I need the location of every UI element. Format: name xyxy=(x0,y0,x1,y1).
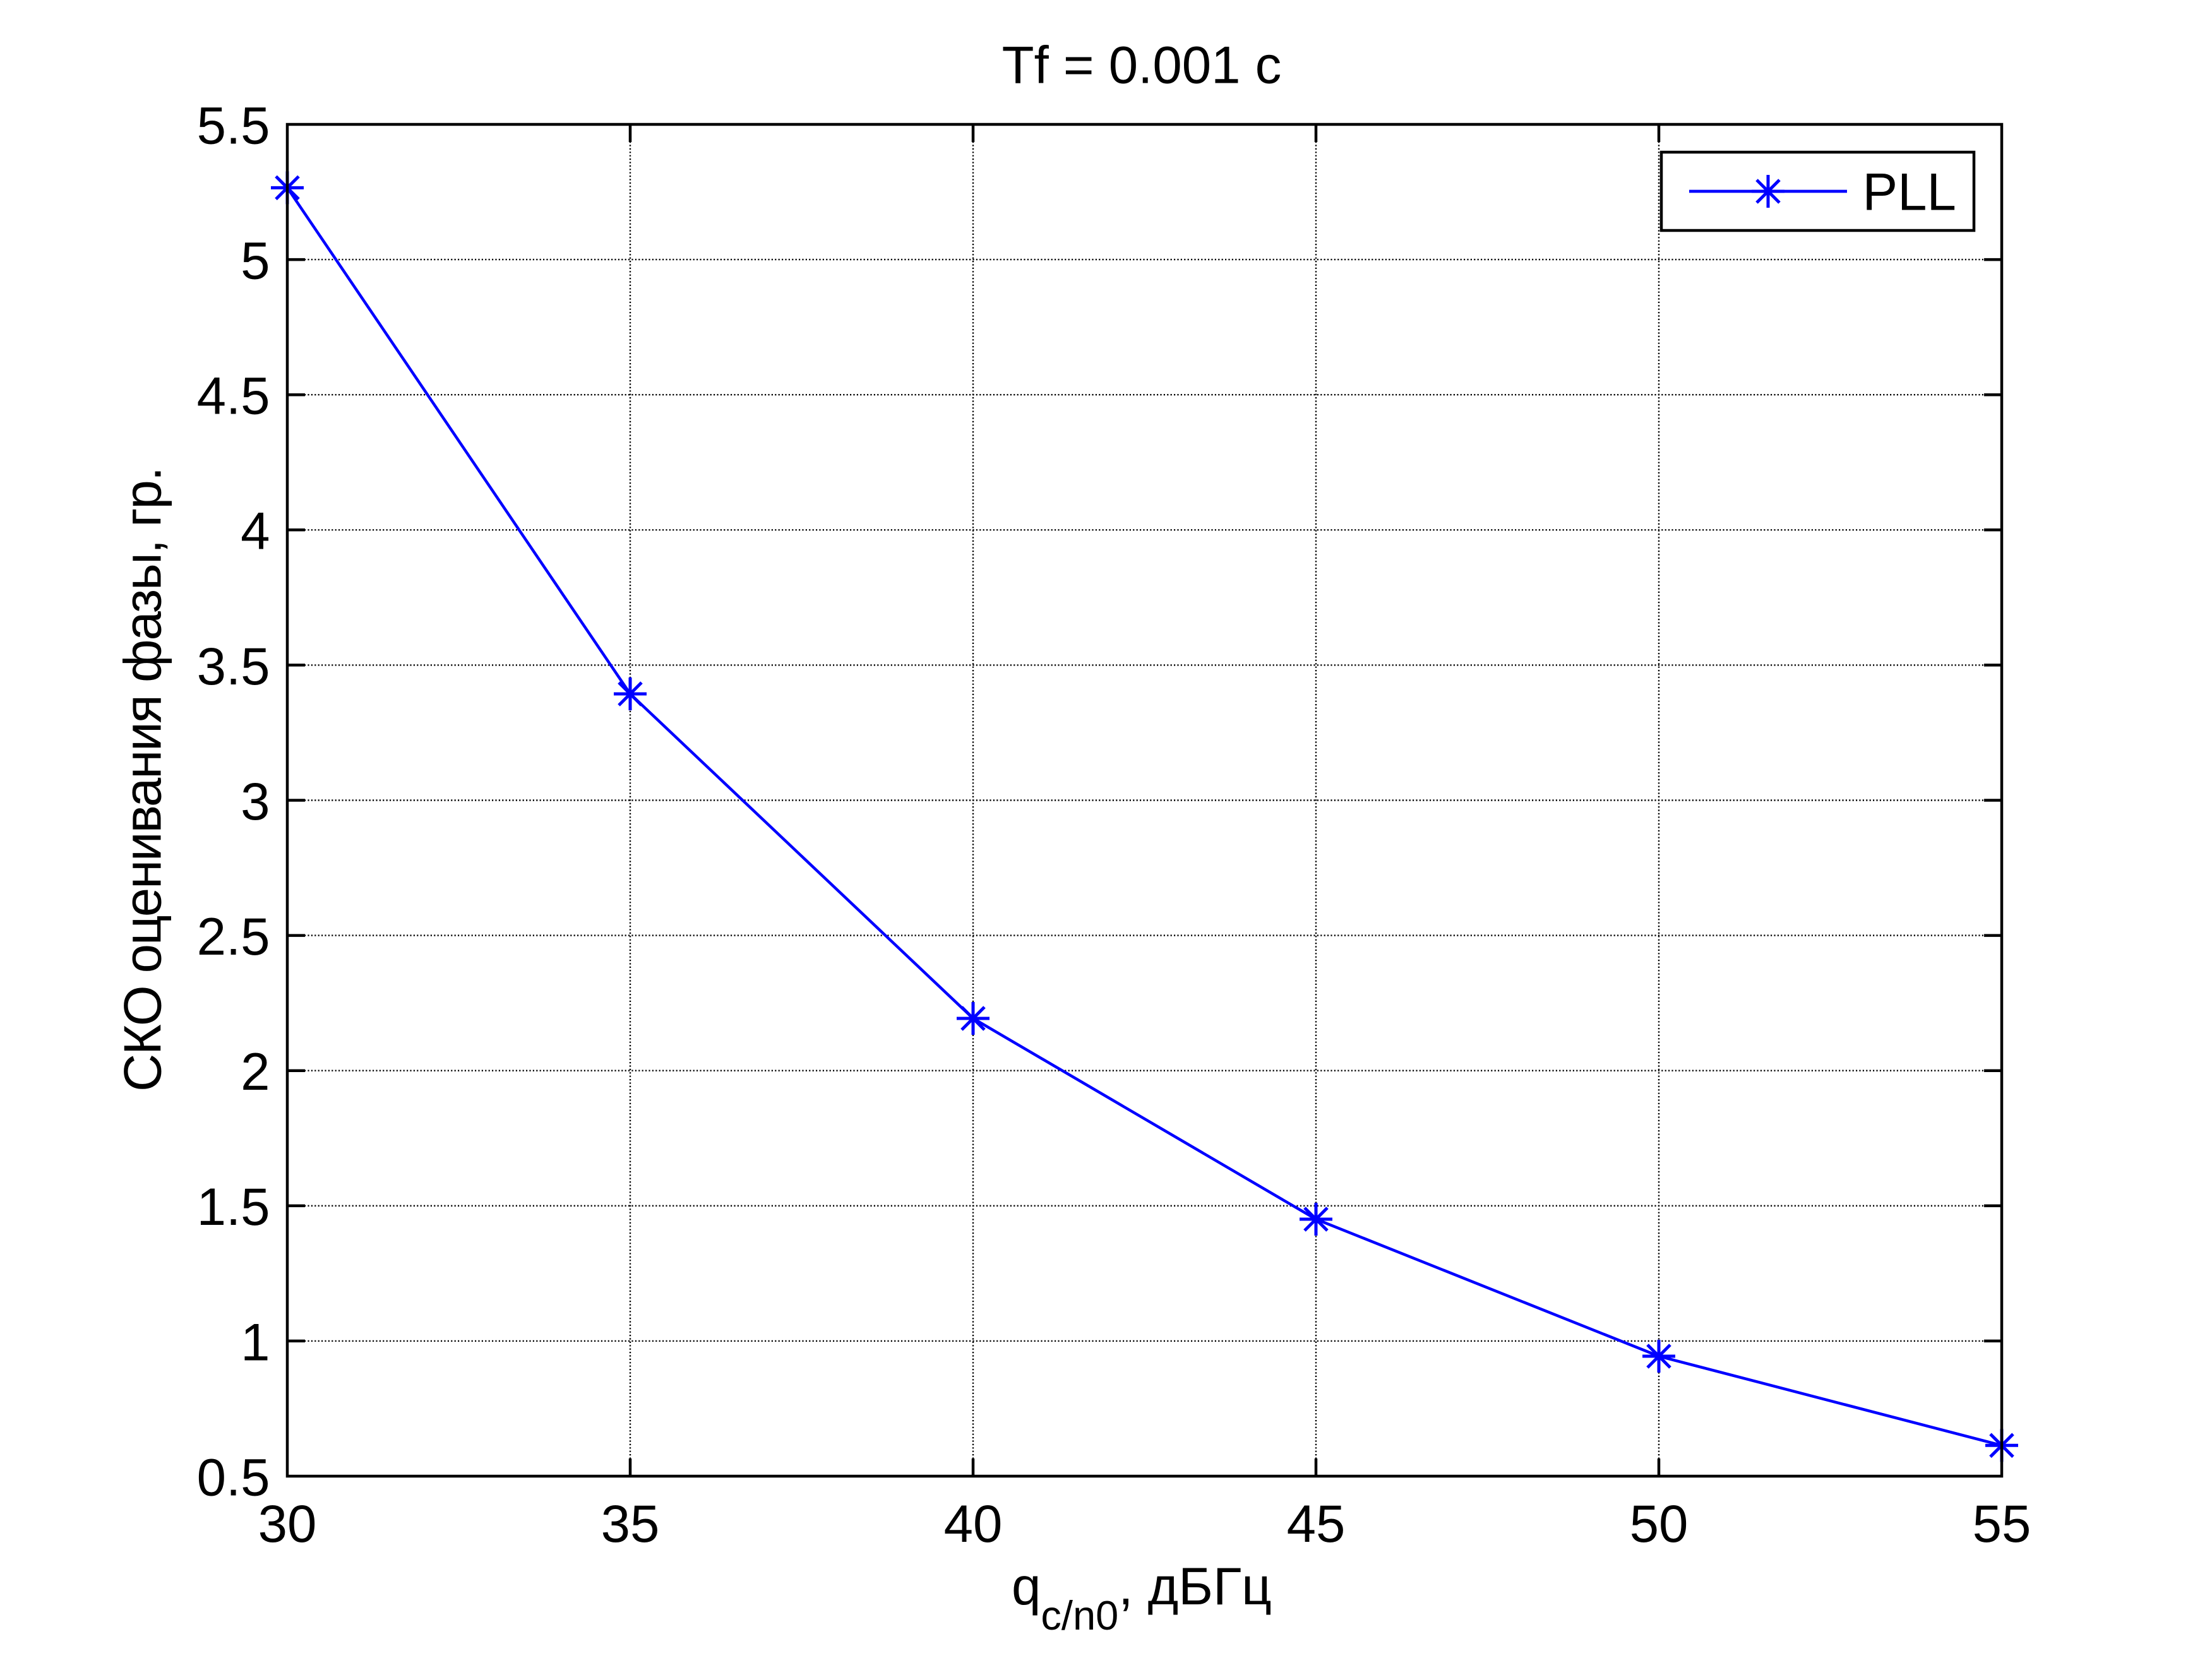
svg-text:35: 35 xyxy=(601,1494,660,1553)
svg-text:4.5: 4.5 xyxy=(197,367,270,426)
svg-text:40: 40 xyxy=(944,1494,1003,1553)
svg-text:3: 3 xyxy=(241,772,270,831)
svg-text:PLL: PLL xyxy=(1863,162,1956,221)
svg-text:55: 55 xyxy=(1973,1494,2031,1553)
svg-text:50: 50 xyxy=(1630,1494,1689,1553)
svg-text:5: 5 xyxy=(241,232,270,290)
svg-text:Tf = 0.001 c: Tf = 0.001 c xyxy=(1002,36,1282,95)
svg-text:2.5: 2.5 xyxy=(197,907,270,966)
svg-text:4: 4 xyxy=(241,502,270,561)
svg-text:2: 2 xyxy=(241,1042,270,1101)
svg-text:СКО оценивания фазы, гр.: СКО оценивания фазы, гр. xyxy=(114,467,172,1092)
svg-text:1: 1 xyxy=(241,1313,270,1371)
svg-text:0.5: 0.5 xyxy=(197,1448,270,1506)
svg-text:30: 30 xyxy=(258,1494,317,1553)
svg-text:3.5: 3.5 xyxy=(197,637,270,696)
svg-text:1.5: 1.5 xyxy=(197,1178,270,1236)
svg-text:45: 45 xyxy=(1287,1494,1346,1553)
svg-text:5.5: 5.5 xyxy=(197,96,270,155)
